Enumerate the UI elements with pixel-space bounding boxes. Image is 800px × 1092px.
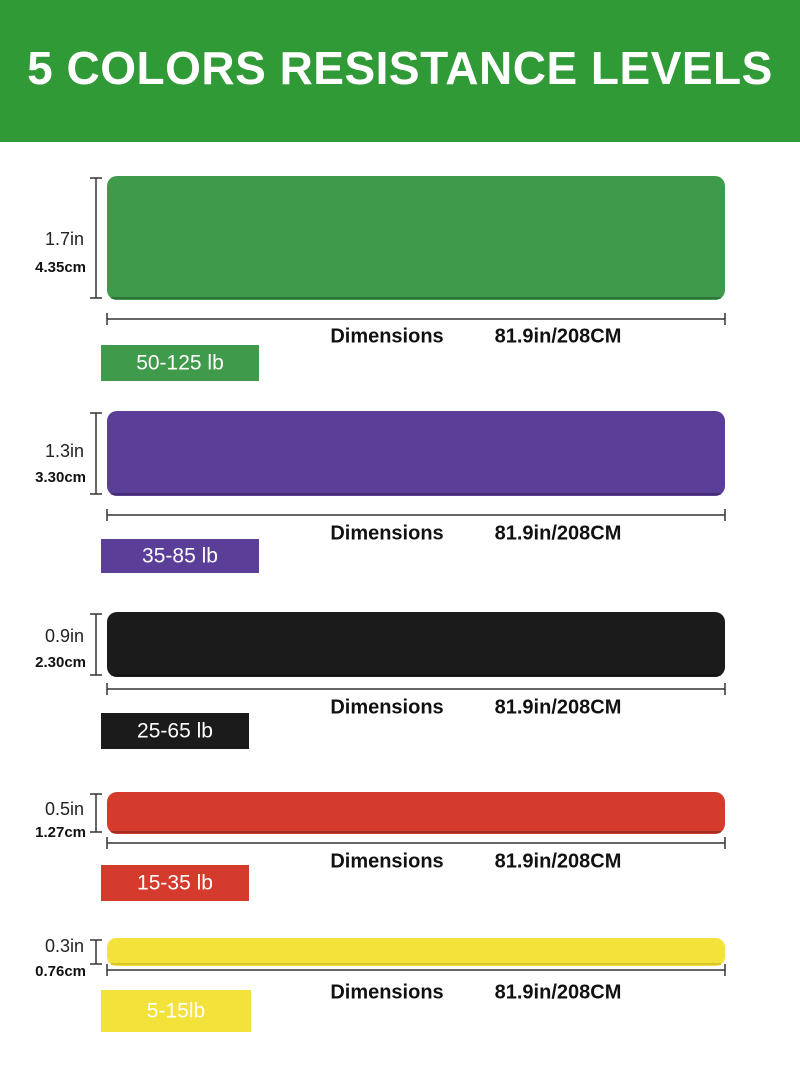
dimensions-label: Dimensions xyxy=(330,522,443,544)
width-inches: 1.3in xyxy=(45,441,84,461)
resistance-tag xyxy=(101,713,249,749)
width-inches: 0.3in xyxy=(45,936,84,956)
dimensions-value: 81.9in/208CM xyxy=(495,850,622,872)
band xyxy=(107,792,725,834)
dimensions-label: Dimensions xyxy=(330,981,443,1003)
width-cm: 1.27cm xyxy=(35,824,86,841)
dimensions-value: 81.9in/208CM xyxy=(495,696,622,718)
dimensions-label: Dimensions xyxy=(330,325,443,347)
dimensions-label: Dimensions xyxy=(330,850,443,872)
resistance-tag xyxy=(101,539,259,573)
resistance-label: 35-85 lb xyxy=(142,545,218,568)
header-bar xyxy=(0,0,800,142)
width-cm: 2.30cm xyxy=(35,654,86,671)
width-inches: 1.7in xyxy=(45,229,84,249)
dimensions-value: 81.9in/208CM xyxy=(495,981,622,1003)
resistance-label: 15-35 lb xyxy=(137,872,213,895)
resistance-label: 5-15lb xyxy=(147,1000,205,1023)
header-title: 5 COLORS RESISTANCE LEVELS xyxy=(27,42,773,94)
band xyxy=(107,612,725,677)
resistance-tag xyxy=(101,990,251,1032)
dimensions-value: 81.9in/208CM xyxy=(495,522,622,544)
dimensions-value: 81.9in/208CM xyxy=(495,325,622,347)
band xyxy=(107,411,725,496)
width-cm: 0.76cm xyxy=(35,963,86,980)
band xyxy=(107,176,725,300)
resistance-label: 50-125 lb xyxy=(136,352,224,375)
resistance-tag xyxy=(101,865,249,901)
width-cm: 3.30cm xyxy=(35,469,86,486)
width-inches: 0.9in xyxy=(45,626,84,646)
dimensions-label: Dimensions xyxy=(330,696,443,718)
resistance-tag xyxy=(101,345,259,381)
width-inches: 0.5in xyxy=(45,799,84,819)
band xyxy=(107,938,725,966)
resistance-label: 25-65 lb xyxy=(137,720,213,743)
width-cm: 4.35cm xyxy=(35,259,86,276)
